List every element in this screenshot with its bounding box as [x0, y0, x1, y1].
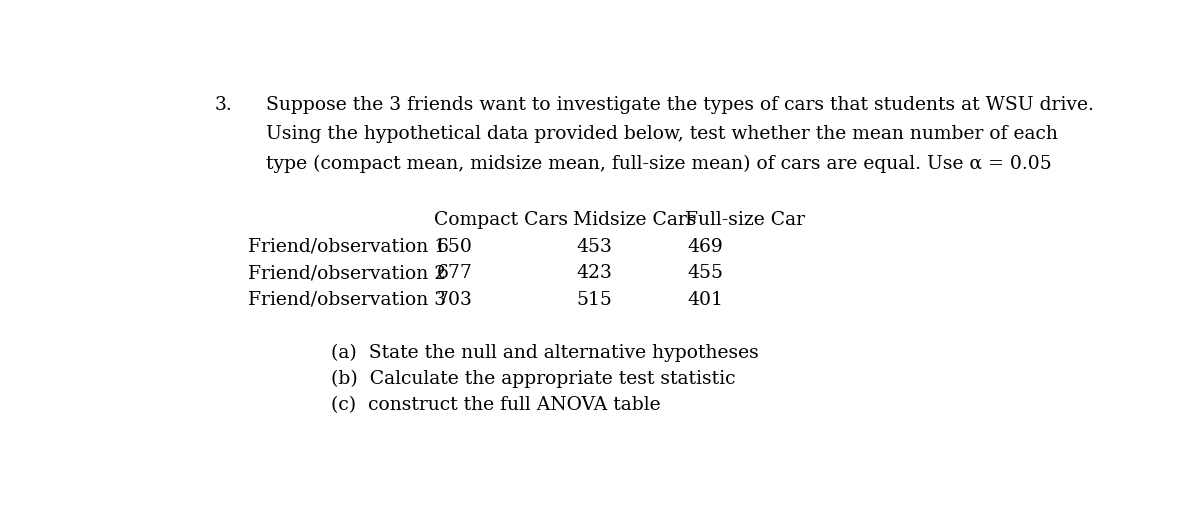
- Text: Midsize Cars: Midsize Cars: [574, 211, 696, 229]
- Text: 455: 455: [688, 264, 724, 282]
- Text: 3.: 3.: [215, 96, 233, 114]
- Text: Friend/observation 3: Friend/observation 3: [247, 290, 445, 309]
- Text: 469: 469: [688, 238, 724, 256]
- Text: type (compact mean, midsize mean, full-size mean) of cars are equal. Use α = 0.0: type (compact mean, midsize mean, full-s…: [266, 154, 1052, 173]
- Text: (c)  construct the full ANOVA table: (c) construct the full ANOVA table: [331, 397, 661, 414]
- Text: Full-size Car: Full-size Car: [685, 211, 805, 229]
- Text: 423: 423: [576, 264, 612, 282]
- Text: Compact Cars: Compact Cars: [433, 211, 568, 229]
- Text: 453: 453: [576, 238, 612, 256]
- Text: (a)  State the null and alternative hypotheses: (a) State the null and alternative hypot…: [331, 344, 760, 362]
- Text: Suppose the 3 friends want to investigate the types of cars that students at WSU: Suppose the 3 friends want to investigat…: [266, 96, 1094, 114]
- Text: 677: 677: [437, 264, 473, 282]
- Text: 703: 703: [437, 290, 473, 309]
- Text: Friend/observation 1: Friend/observation 1: [247, 238, 445, 256]
- Text: 401: 401: [688, 290, 724, 309]
- Text: 515: 515: [576, 290, 612, 309]
- Text: Using the hypothetical data provided below, test whether the mean number of each: Using the hypothetical data provided bel…: [266, 125, 1058, 143]
- Text: (b)  Calculate the appropriate test statistic: (b) Calculate the appropriate test stati…: [331, 370, 736, 388]
- Text: 650: 650: [437, 238, 473, 256]
- Text: Friend/observation 2: Friend/observation 2: [247, 264, 446, 282]
